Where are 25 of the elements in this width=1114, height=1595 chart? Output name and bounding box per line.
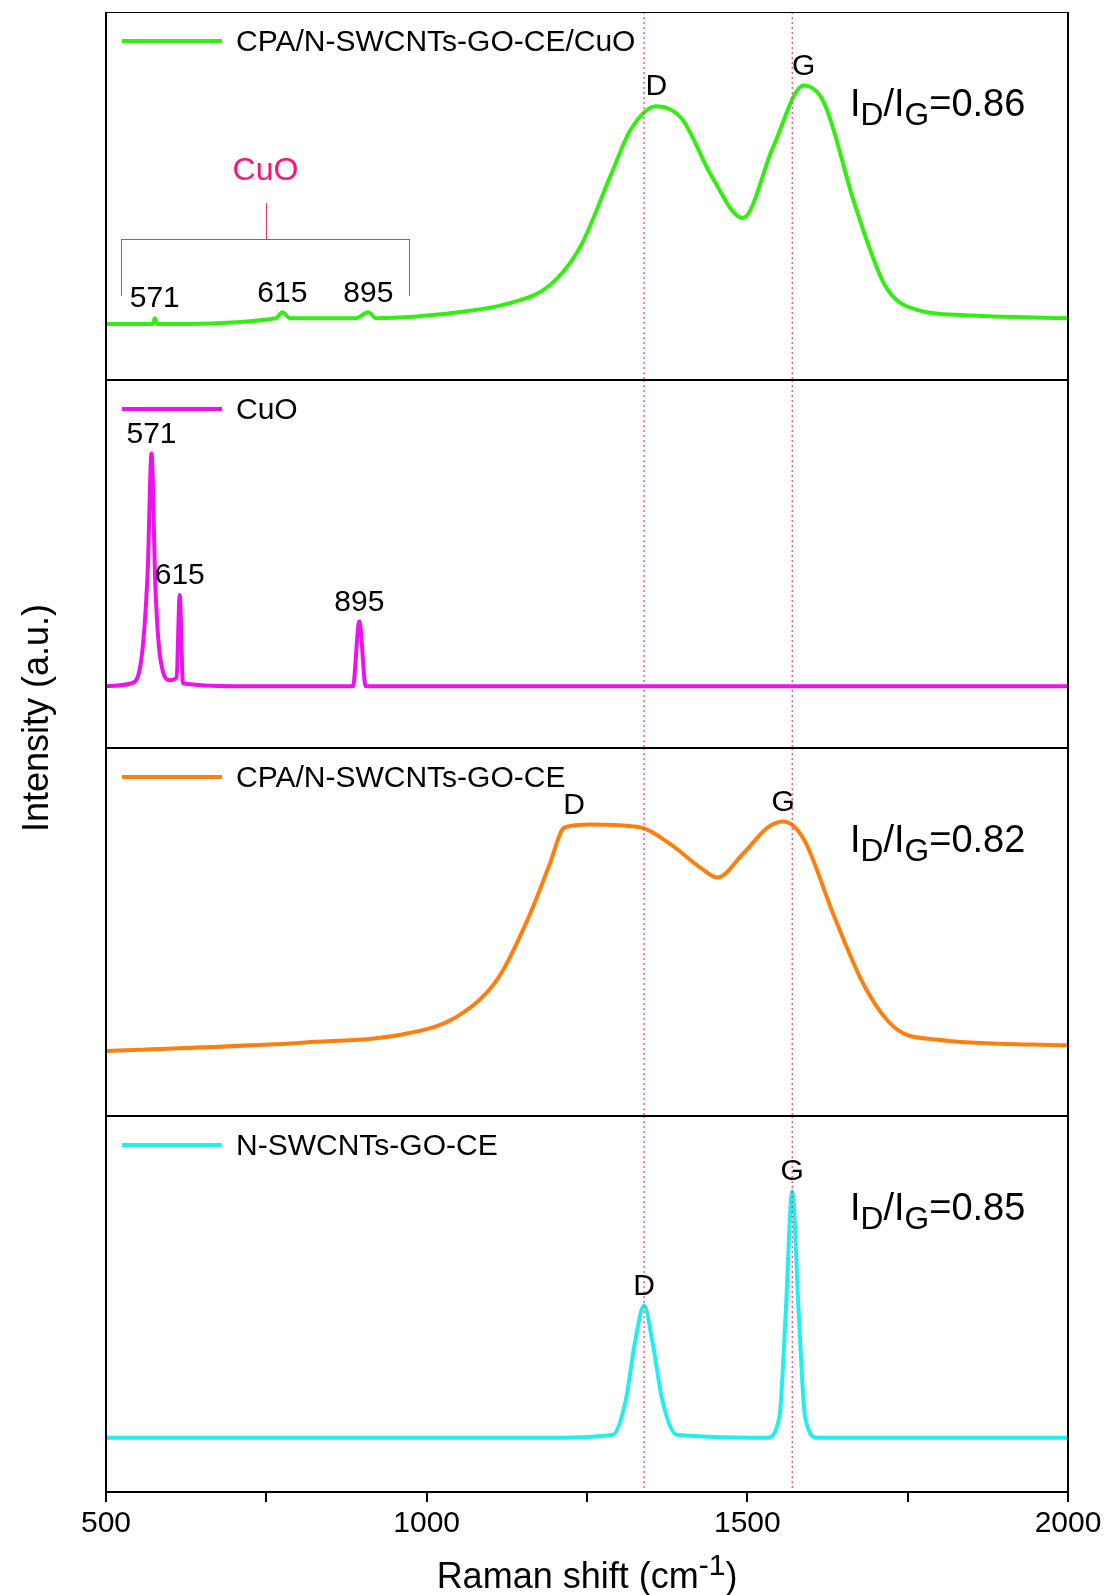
annotation: I$_{D}$/I$_{G}$=0.86 bbox=[850, 82, 1026, 133]
legend-label: CPA/N-SWCNTs-GO-CE bbox=[236, 760, 566, 794]
annotation: 895 bbox=[343, 274, 394, 308]
annotation: D bbox=[633, 1267, 655, 1301]
x-axis-title: Raman shift (cm$^{-1}$) bbox=[436, 1547, 738, 1595]
y-axis-title: Intensity (a.u.) bbox=[15, 603, 57, 833]
annotation: I$_{D}$/I$_{G}$=0.85 bbox=[850, 1186, 1026, 1237]
annotation: G bbox=[771, 783, 795, 817]
annotation: D bbox=[645, 68, 668, 102]
x-tick-label: 500 bbox=[80, 1505, 132, 1539]
annotation: D bbox=[563, 786, 586, 820]
annotation: G bbox=[780, 1153, 804, 1187]
annotation: 895 bbox=[334, 583, 385, 617]
annotation: CuO bbox=[231, 151, 300, 189]
legend-label: CPA/N-SWCNTs-GO-CE/CuO bbox=[236, 24, 636, 58]
legend-label: N-SWCNTs-GO-CE bbox=[236, 1128, 498, 1162]
annotation: I$_{D}$/I$_{G}$=0.82 bbox=[850, 818, 1026, 869]
annotation: G bbox=[792, 47, 816, 81]
legend-label: CuO bbox=[236, 392, 298, 426]
x-tick-label: 1500 bbox=[713, 1505, 781, 1539]
annotation: 571 bbox=[129, 280, 180, 314]
x-tick-label: 2000 bbox=[1034, 1505, 1102, 1539]
annotation: 615 bbox=[257, 274, 308, 308]
annotation: 571 bbox=[126, 415, 177, 449]
x-tick-label: 1000 bbox=[393, 1505, 461, 1539]
